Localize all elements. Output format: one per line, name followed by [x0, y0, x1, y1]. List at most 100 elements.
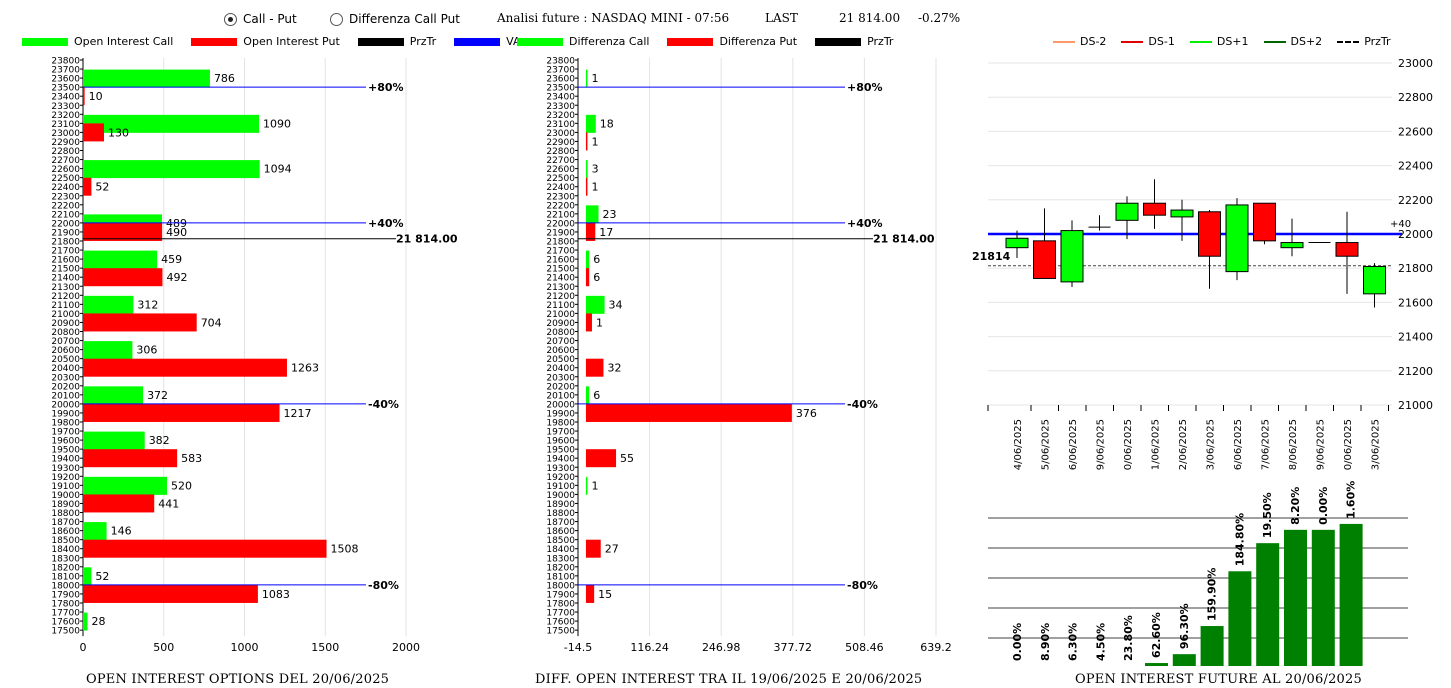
strike-label: 22900	[546, 138, 575, 148]
strike-label: 17700	[546, 609, 575, 619]
oi-future-label: 0.00%	[1317, 487, 1330, 525]
strike-label: 22000	[546, 219, 575, 229]
candle-up	[1225, 204, 1249, 273]
strike-label: 19900	[546, 409, 575, 419]
date-label: 04/06/2025	[1013, 419, 1024, 470]
last-label: LAST	[765, 11, 798, 25]
strike-label: 21800	[546, 238, 575, 248]
bar-value-label: 1090	[263, 117, 291, 130]
legend-mid: Differenza Call Differenza Put PrzTr	[517, 35, 893, 48]
va-label: +40%	[847, 217, 883, 230]
strike-label: 23100	[51, 120, 80, 130]
strike-label: 23400	[51, 93, 80, 103]
strike-label: 19500	[546, 446, 575, 456]
radio-differenza-label: Differenza Call Put	[349, 12, 460, 26]
strike-label: 22800	[546, 147, 575, 157]
va-label: -40%	[847, 398, 878, 411]
legend-swatch-va	[454, 37, 501, 46]
strike-label: 23700	[546, 66, 575, 76]
strike-label: 18700	[51, 518, 80, 528]
strike-label: 23200	[546, 111, 575, 121]
put-bar	[585, 539, 601, 558]
strike-label: 19200	[51, 473, 80, 483]
legend-label: Differenza Put	[719, 35, 798, 48]
candle-up	[1115, 202, 1139, 221]
candle-up	[1363, 265, 1386, 295]
top-bar: Call - Put Differenza Call Put Analisi f…	[0, 0, 1451, 30]
legend-label: Open Interest Put	[243, 35, 340, 48]
strike-label: 17700	[51, 609, 80, 619]
strike-label: 19400	[51, 455, 80, 465]
strike-label: 23600	[51, 75, 80, 85]
call-bar	[83, 114, 260, 133]
oi-future-label: 4.50%	[1094, 623, 1107, 661]
y-tick-label: 21600	[1398, 296, 1433, 309]
strike-label: 21200	[51, 292, 80, 302]
prztr-label: 21 814.00	[396, 233, 458, 246]
date-label: 19/06/2025	[1316, 419, 1327, 470]
strike-label: 18400	[546, 545, 575, 555]
change-percent: -0.27%	[918, 11, 961, 25]
legend-swatch-diff-call	[517, 37, 563, 46]
y-tick-label: 22000	[1398, 228, 1433, 241]
strike-label: 21500	[51, 265, 80, 275]
call-bar	[83, 522, 107, 541]
va-label: +40	[1390, 219, 1411, 230]
prztr-label: 21 814.00	[873, 233, 935, 246]
call-bar	[83, 431, 145, 450]
strike-label: 21100	[546, 301, 575, 311]
strike-label: 23300	[51, 102, 80, 112]
candle-down	[1335, 242, 1359, 257]
put-bar	[83, 539, 327, 558]
strike-label: 18000	[51, 581, 80, 591]
call-bar	[585, 295, 605, 314]
date-label: 11/06/2025	[1151, 419, 1162, 470]
radio-call-put-label: Call - Put	[243, 12, 297, 26]
bar-value-label: 10	[89, 90, 103, 103]
strike-label: 19400	[546, 455, 575, 465]
bar-value-label: 1	[591, 479, 598, 492]
strike-label: 18000	[546, 581, 575, 591]
radio-call-put[interactable]: Call - Put	[224, 12, 297, 26]
put-bar	[83, 449, 178, 468]
radio-indicator[interactable]	[330, 12, 343, 26]
strike-label: 23000	[546, 129, 575, 139]
strike-label: 18400	[51, 545, 80, 555]
strike-label: 20600	[546, 346, 575, 356]
va-label: -80%	[368, 579, 399, 592]
strike-label: 18300	[51, 554, 80, 564]
strike-label: 22000	[51, 219, 80, 229]
strike-label: 20200	[546, 382, 575, 392]
date-label: 13/06/2025	[1206, 419, 1217, 470]
date-label: 06/06/2025	[1068, 419, 1079, 470]
bar-value-label: 459	[161, 253, 182, 266]
va-label: +80%	[368, 81, 404, 94]
strike-label: 23800	[546, 57, 575, 67]
candle-up	[1280, 242, 1304, 249]
call-bar	[585, 69, 588, 88]
bar-value-label: 146	[111, 525, 132, 538]
call-bar	[83, 160, 260, 179]
strike-label: 22500	[546, 174, 575, 184]
radio-indicator-selected[interactable]	[224, 12, 237, 26]
strike-label: 22600	[51, 165, 80, 175]
y-tick-label: 22400	[1398, 160, 1433, 173]
bar-value-label: 55	[620, 452, 634, 465]
oi-future-label: 184.80%	[1233, 513, 1246, 566]
strike-label: 23500	[546, 84, 575, 94]
bar-value-label: 1083	[262, 588, 290, 601]
put-bar	[585, 222, 596, 241]
oi-future-label: 96.30%	[1178, 603, 1191, 649]
put-bar	[585, 358, 604, 377]
call-bar	[585, 386, 590, 405]
strike-label: 23300	[546, 102, 575, 112]
call-bar	[83, 612, 88, 631]
date-label: 10/06/2025	[1123, 419, 1134, 470]
diff-open-interest-chart: -14.5 116.24 246.98 377.72 508.46 639.2238002…	[546, 57, 951, 655]
put-bar	[585, 449, 617, 468]
strike-label: 18300	[546, 554, 575, 564]
legend-line-ds-1	[1121, 40, 1144, 43]
y-tick-label: 23000	[1398, 57, 1433, 70]
strike-label: 22500	[51, 174, 80, 184]
radio-differenza[interactable]: Differenza Call Put	[330, 12, 460, 26]
